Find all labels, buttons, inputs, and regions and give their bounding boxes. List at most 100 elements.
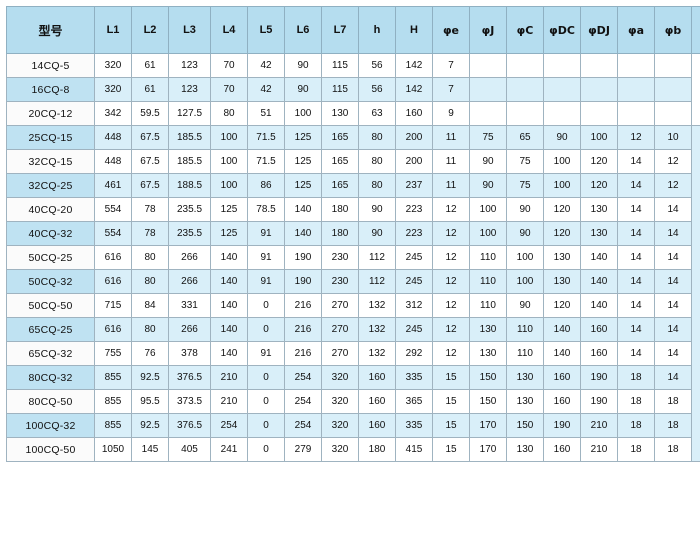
cell-φa: 14 (617, 149, 655, 174)
table-row: 20CQ-12 342 59.5 127.5 80 51 100 130 63 160 9 (6, 101, 700, 126)
table-row: 32CQ-15 448 67.5 185.5 100 71.5 125 165 80 200 11 9… (6, 149, 700, 174)
cell-L4: 100 (210, 149, 248, 174)
cell-φC: 75 (506, 149, 544, 174)
cell-φDC: 120 (543, 293, 581, 318)
cell-φDC: 120 (543, 221, 581, 246)
cell-φC: 130 (506, 365, 544, 390)
cell-φe: 12 (432, 197, 470, 222)
cell-L1: 554 (94, 197, 132, 222)
cell-L1: 616 (94, 269, 132, 294)
cell-φDC: 160 (543, 437, 581, 462)
cell-φJ: 90 (469, 173, 507, 198)
cell-φJ (469, 101, 507, 126)
cell-L1: 448 (94, 149, 132, 174)
cell-L1: 855 (94, 365, 132, 390)
cell-model: 100CQ-50 (6, 437, 95, 462)
cell-model: 25CQ-15 (6, 125, 95, 150)
cell-φb: 14 (654, 365, 692, 390)
table-row: 100CQ-50 1050 145 405 241 0 279 320 180 415 15 170 1… (6, 437, 700, 462)
column-header-phi-dj: φDJ (580, 6, 618, 54)
cell-L4: 241 (210, 437, 248, 462)
cell-L1: 1050 (94, 437, 132, 462)
cell-h: 160 (358, 413, 396, 438)
cell-φe: 12 (432, 269, 470, 294)
cell-model: 80CQ-50 (6, 389, 95, 414)
column-header-l6: L6 (284, 6, 322, 54)
cell-φC: 65 (506, 125, 544, 150)
cell-L2: 76 (131, 341, 169, 366)
cell-L3: 378 (168, 341, 211, 366)
cell-φb (654, 77, 692, 102)
cell-L7: 320 (321, 365, 359, 390)
cell-φJ: 100 (469, 221, 507, 246)
cell-φC: 90 (506, 293, 544, 318)
column-header-phi-b: φb (654, 6, 692, 54)
cell-L4: 140 (210, 317, 248, 342)
cell-φa: 12 (617, 125, 655, 150)
cell-φJ: 110 (469, 293, 507, 318)
cell-φDC (543, 53, 581, 78)
cell-model: 50CQ-50 (6, 293, 95, 318)
cell-L4: 140 (210, 293, 248, 318)
cell-L1: 755 (94, 341, 132, 366)
cell-H: 415 (395, 437, 433, 462)
column-header-phi-dc: φDC (543, 6, 581, 54)
cell-L6: 125 (284, 173, 322, 198)
cell-φC: 130 (506, 437, 544, 462)
cell-L5: 78.5 (247, 197, 285, 222)
cell-φDJ: 140 (580, 269, 618, 294)
cell-φDJ: 160 (580, 341, 618, 366)
cell-L4: 125 (210, 221, 248, 246)
cell-φC: 110 (506, 317, 544, 342)
table-row: 50CQ-25 616 80 266 140 91 190 230 112 245 12 110 100… (6, 245, 700, 270)
cell-H: 292 (395, 341, 433, 366)
cell-L7: 165 (321, 125, 359, 150)
cell-φDC (543, 77, 581, 102)
column-header-l7: L7 (321, 6, 359, 54)
cell-φDC: 190 (543, 413, 581, 438)
cell-L5: 71.5 (247, 149, 285, 174)
cell-φDC: 120 (543, 197, 581, 222)
cell-h: 80 (358, 125, 396, 150)
cell-φDJ: 160 (580, 317, 618, 342)
cell-φDC: 130 (543, 269, 581, 294)
cell-h: 132 (358, 317, 396, 342)
cell-h: 56 (358, 77, 396, 102)
cell-φb (654, 101, 692, 126)
cell-φDC: 140 (543, 317, 581, 342)
cell-φa: 14 (617, 293, 655, 318)
cell-φa: 14 (617, 173, 655, 198)
cell-L2: 67.5 (131, 173, 169, 198)
cell-L5: 0 (247, 413, 285, 438)
cell-L6: 140 (284, 197, 322, 222)
cell-h: 132 (358, 293, 396, 318)
cell-L1: 342 (94, 101, 132, 126)
cell-φC: 100 (506, 269, 544, 294)
cell-model: 32CQ-25 (6, 173, 95, 198)
cell-h: 180 (358, 437, 396, 462)
cell-model: 20CQ-12 (6, 101, 95, 126)
cell-L6: 140 (284, 221, 322, 246)
cell-φC: 150 (506, 413, 544, 438)
cell-L3: 266 (168, 317, 211, 342)
table-row: 40CQ-32 554 78 235.5 125 91 140 180 90 223 12 100 90… (6, 221, 700, 246)
cell-H: 335 (395, 413, 433, 438)
cell-φC (506, 53, 544, 78)
cell-φJ: 130 (469, 341, 507, 366)
table-row: 25CQ-15 448 67.5 185.5 100 71.5 125 165 80 200 11 7… (6, 125, 700, 462)
cell-L2: 78 (131, 221, 169, 246)
cell-L7: 165 (321, 149, 359, 174)
cell-φDJ: 190 (580, 389, 618, 414)
cell-h: 160 (358, 389, 396, 414)
cell-φDJ: 130 (580, 197, 618, 222)
cell-φJ: 170 (469, 437, 507, 462)
cell-φDJ (580, 53, 618, 78)
cell-L3: 266 (168, 245, 211, 270)
cell-L6: 254 (284, 365, 322, 390)
cell-L1: 855 (94, 413, 132, 438)
cell-L5: 0 (247, 317, 285, 342)
cell-φDJ: 190 (580, 365, 618, 390)
table-row: 65CQ-32 755 76 378 140 91 216 270 132 292 12 130 110… (6, 341, 700, 366)
cell-φJ: 130 (469, 317, 507, 342)
cell-H: 335 (395, 365, 433, 390)
